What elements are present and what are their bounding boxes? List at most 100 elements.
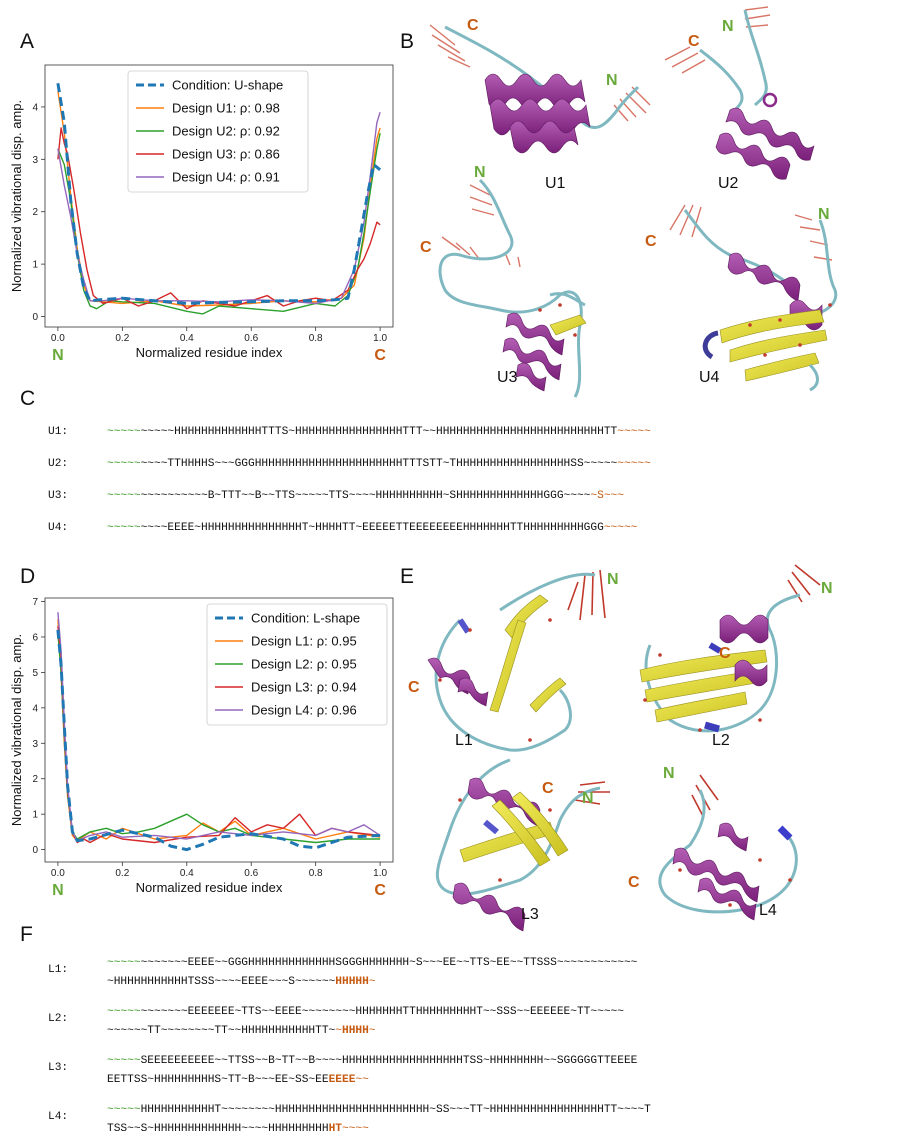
sequence-segment: ~~~~~~TT~~~~~~~~TT~~HHHHHHHHHHHTT~ xyxy=(107,1025,336,1037)
chart-1-legend-entry: Design L3: ρ: 0.94 xyxy=(251,680,357,695)
chart-1-frame xyxy=(44,597,394,863)
sequence-text: ~HHHHHHHHHHHTSSS~~~~EEEE~~~S~~~~~~HHHHH~ xyxy=(107,975,376,990)
sequence-text: ~~~~~SEEEEEEEEEE~~TTSS~~B~TT~~B~~~~HHHHH… xyxy=(107,1054,637,1069)
u3-n-terminus-label: N xyxy=(474,164,486,181)
sequence-segment: ~ xyxy=(368,976,376,988)
sequence-segment: ~ xyxy=(335,1025,342,1037)
structure-u2-image xyxy=(664,6,815,180)
structure-l3-image xyxy=(435,758,610,932)
chart-1-legend-entry: Design L4: ρ: 0.96 xyxy=(251,703,357,718)
structure-l2-image xyxy=(639,564,821,733)
chart-0-ylabel: Normalized vibrational disp. amp. xyxy=(9,100,24,292)
chart-0-xtick-label: 0.4 xyxy=(180,333,194,344)
l3-c-terminus-label: C xyxy=(542,780,554,797)
chart-l-shape: 0.0 0.2 0.4 0.6 0.8 1.0 0 1 2 3 4 5 6 7 Normalized res… xyxy=(9,597,394,899)
chart-0-legend-entry: Design U4: ρ: 0.91 xyxy=(172,170,280,185)
sequence-label: L1: xyxy=(48,964,69,976)
sequence-list-l: L1: ~~~~~~~~~~~~EEEE~~GGGHHHHHHHHHHHHHSGG… xyxy=(48,956,888,1136)
chart-0-xtick-label: 0.0 xyxy=(51,333,65,344)
sequence-segment: EETTSS~HHHHHHHHHS~TT~B~~~EE~SS~EE xyxy=(107,1074,329,1086)
sequence-segment: ~~ xyxy=(355,1074,369,1086)
structure-u1-label: U1 xyxy=(545,175,566,192)
chart-0-frame xyxy=(44,64,394,328)
sequence-text: ~~~~~~~~~~~~EEEEEEE~TTS~~EEEE~~~~~~~~HHH… xyxy=(107,1005,624,1020)
chart-1-n-terminus: N xyxy=(52,882,64,899)
chart-0-legend-entry: Design U1: ρ: 0.98 xyxy=(172,101,280,116)
sequence-segment: ~~~~~ xyxy=(107,458,141,470)
chart-1-c-terminus: C xyxy=(374,882,386,899)
sequence-list-u: U1: ~~~~~~~~~~HHHHHHHHHHHHHTTTS~HHHHHHHHH… xyxy=(48,425,888,535)
sequence-segment: ~~~~~ xyxy=(107,1006,141,1018)
chart-0-ytick-label: 0 xyxy=(32,312,38,323)
chart-1-ytick-label: 6 xyxy=(32,632,38,643)
chart-1-ytick-label: 3 xyxy=(32,739,38,750)
sequence-text: ~~~~~~~~~~~~~~~B~TTT~~B~~TTS~~~~~TTS~~~~… xyxy=(107,489,624,504)
sequence-label: U2: xyxy=(48,458,69,470)
sequence-segment: ~~~~~ xyxy=(107,1104,141,1116)
chart-0-xtick-label: 0.6 xyxy=(244,333,258,344)
structures-l-panel xyxy=(427,564,821,932)
chart-0-c-terminus: C xyxy=(374,347,386,364)
chart-1-legend-entry: Condition: L-shape xyxy=(251,611,360,626)
sequence-text: ~~~~~~~~~TTHHHHS~~~GGGHHHHHHHHHHHHHHHHHH… xyxy=(107,457,651,472)
l1-n-terminus-label: N xyxy=(607,571,619,588)
sequence-segment: ~~~~~ xyxy=(107,522,141,534)
chart-0-ytick-label: 3 xyxy=(32,155,38,166)
chart-0-xlabel: Normalized residue index xyxy=(136,345,283,360)
structure-u1-image xyxy=(429,24,651,154)
l2-c-terminus-label: C xyxy=(719,645,731,662)
sequence-text: ~~~~~~TT~~~~~~~~TT~~HHHHHHHHHHHTT~~HHHH~ xyxy=(107,1024,376,1039)
chart-1-xtick-label: 0.6 xyxy=(244,868,258,879)
sequence-segment: ~~~~~ xyxy=(107,957,141,969)
chart-0-xtick-label: 1.0 xyxy=(373,333,387,344)
sequence-segment: HT xyxy=(328,1123,342,1135)
sequence-text: ~~~~~~~~~~~~EEEE~~GGGHHHHHHHHHHHHHSGGGHH… xyxy=(107,956,637,971)
sequence-text: EETTSS~HHHHHHHHHS~TT~B~~~EE~SS~EEEEEE~~ xyxy=(107,1073,369,1088)
sequence-label: L2: xyxy=(48,1013,69,1025)
chart-1-legend-entry: Design L1: ρ: 0.95 xyxy=(251,634,357,649)
panel-letter-d: D xyxy=(20,565,36,588)
chart-0-ytick-label: 4 xyxy=(32,102,38,113)
sequence-segment: ~~~~~~~EEEE~~GGGHHHHHHHHHHHHHSGGGHHHHHHH… xyxy=(140,957,638,969)
chart-0-legend xyxy=(127,70,309,193)
sequence-label: L3: xyxy=(48,1062,69,1074)
sequence-segment: ~~~~~ xyxy=(107,490,141,502)
panel-letter-a: A xyxy=(20,30,35,53)
structure-l4-label: L4 xyxy=(759,902,777,919)
chart-0-legend-entry: Design U2: ρ: 0.92 xyxy=(172,124,280,139)
sequence-segment: ~~~~~ xyxy=(617,426,651,438)
l1-c-terminus-label: C xyxy=(408,679,420,696)
sequence-segment: ~~~~~HHHHHHHHHHHHHTTTS~HHHHHHHHHHHHHHHHT… xyxy=(140,426,618,438)
u1-n-terminus-label: N xyxy=(606,72,618,89)
chart-1-xtick-label: 0.2 xyxy=(115,868,129,879)
structure-u4-image xyxy=(669,204,838,392)
panel-letter-c: C xyxy=(20,387,36,410)
sequence-segment: ~~~~~ xyxy=(603,522,638,534)
structure-l3-label: L3 xyxy=(521,906,539,923)
panel-letter-b: B xyxy=(400,30,415,53)
chart-1-ytick-label: 4 xyxy=(32,703,38,714)
sequence-segment: ~ xyxy=(368,1025,376,1037)
sequence-segment: ~~~~~~~EEEEEEE~TTS~~EEEE~~~~~~~~HHHHHHHT… xyxy=(140,1006,624,1018)
chart-1-xlabel: Normalized residue index xyxy=(136,880,283,895)
structure-l2-label: L2 xyxy=(712,732,730,749)
chart-1-ytick-label: 2 xyxy=(32,774,38,785)
chart-1-ylabel: Normalized vibrational disp. amp. xyxy=(9,634,24,826)
chart-1-xtick-label: 0.4 xyxy=(180,868,194,879)
sequence-segment: ~S~~~ xyxy=(590,490,624,502)
u3-c-terminus-label: C xyxy=(420,239,432,256)
structure-u3-label: U3 xyxy=(497,369,518,386)
chart-0-xtick-label: 0.8 xyxy=(309,333,323,344)
u1-c-terminus-label: C xyxy=(467,17,479,34)
structure-l1-image xyxy=(427,569,606,752)
l4-c-terminus-label: C xyxy=(628,874,640,891)
sequence-segment: ~~~~EEEE~HHHHHHHHHHHHHHHT~HHHHTT~EEEEETT… xyxy=(140,522,604,534)
panel-letter-f: F xyxy=(20,923,33,946)
sequence-segment: ~~~~~ xyxy=(107,1055,141,1067)
sequence-segment: HHHH xyxy=(341,1025,369,1037)
chart-0-series-0 xyxy=(56,83,382,305)
l2-n-terminus-label: N xyxy=(821,580,833,597)
u2-c-terminus-label: C xyxy=(688,33,700,50)
chart-1-legend-entry: Design L2: ρ: 0.95 xyxy=(251,657,357,672)
chart-u-shape: 0.0 0.2 0.4 0.6 0.8 1.0 0 1 2 3 4 Normalized residu… xyxy=(9,64,394,364)
